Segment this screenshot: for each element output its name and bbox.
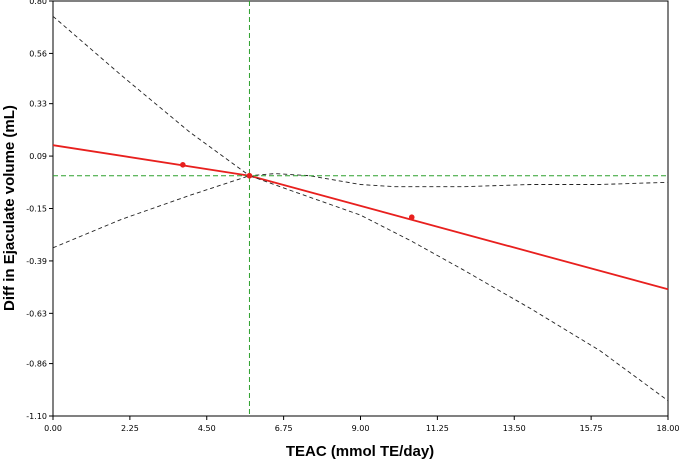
- y-tick-label: -0.63: [26, 309, 47, 318]
- x-tick-label: 15.75: [580, 424, 603, 433]
- x-tick-label: 18.00: [657, 424, 680, 433]
- series-line-upper-confidence-band: [52, 15, 669, 188]
- series-line-lower-confidence-band: [52, 175, 669, 402]
- y-tick-label: 0.56: [29, 49, 47, 58]
- knot-marker: [180, 162, 186, 168]
- knot-marker: [408, 214, 415, 221]
- plot-area: [52, 0, 669, 417]
- knot-marker: [246, 172, 253, 179]
- x-tick-label: 13.50: [503, 424, 526, 433]
- x-tick-label: 9.00: [352, 424, 370, 433]
- y-tick-label: -0.15: [26, 205, 47, 214]
- x-tick-label: 6.75: [275, 424, 293, 433]
- y-tick-label: -0.86: [26, 360, 47, 369]
- y-tick-label: -1.10: [26, 412, 47, 421]
- y-tick-label: 0.09: [29, 152, 47, 161]
- x-tick-label: 2.25: [121, 424, 139, 433]
- x-tick-label: 11.25: [426, 424, 449, 433]
- x-tick-label: 0.00: [44, 424, 62, 433]
- x-tick-label: 4.50: [198, 424, 216, 433]
- y-tick-label: 0.33: [29, 100, 47, 109]
- y-tick-label: 0.80: [29, 0, 47, 6]
- x-axis-title: TEAC (mmol TE/day): [286, 443, 434, 460]
- y-tick-label: -0.39: [26, 257, 47, 266]
- y-axis-title: Diff in Ejaculate volume (mL): [1, 105, 18, 311]
